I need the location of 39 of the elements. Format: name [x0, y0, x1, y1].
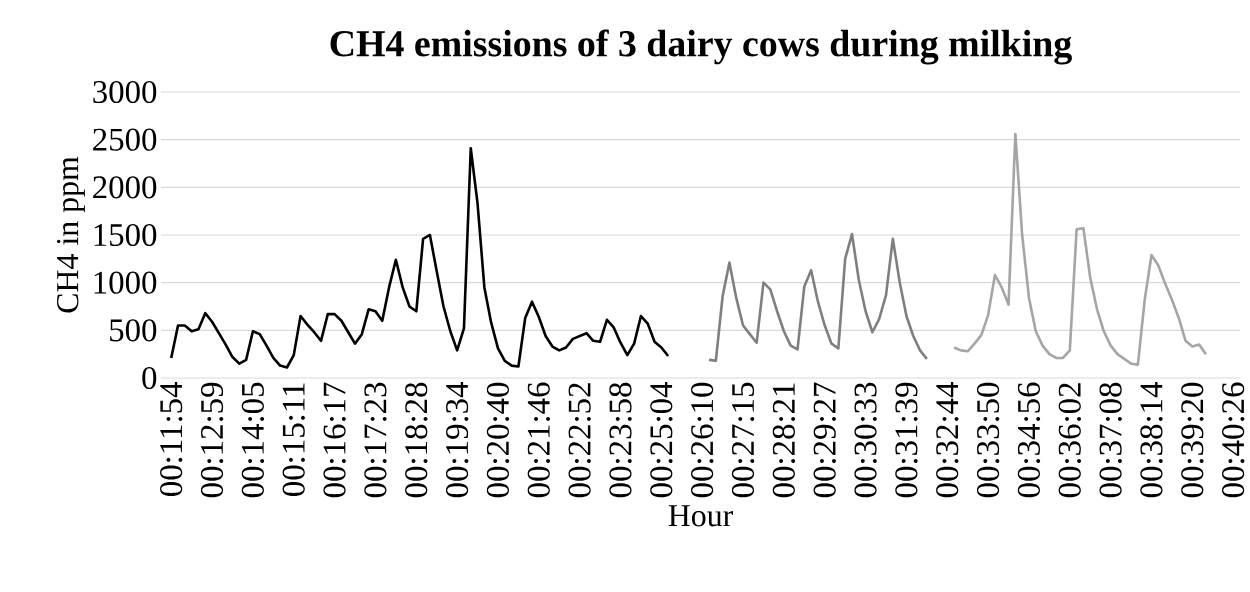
x-tick-label: 00:34:56: [1017, 382, 1041, 498]
x-tick-label: 00:23:58: [609, 382, 632, 498]
x-tick-label: 00:16:17: [323, 382, 346, 498]
x-tick-label: 00:27:15: [731, 382, 755, 498]
y-tick-label: 2000: [93, 176, 157, 199]
x-tick-label: 00:17:23: [364, 382, 387, 498]
x-tick-label: 00:18:28: [405, 382, 428, 498]
x-tick-label: 00:28:21: [772, 383, 796, 498]
x-tick-label: 00:11:54: [160, 382, 183, 496]
x-tick-label: 00:15:11: [282, 383, 305, 496]
y-tick-label: 1500: [94, 223, 157, 247]
x-tick-label: 00:12:59: [200, 382, 224, 498]
y-tick-label: 3000: [93, 80, 157, 104]
line-series: [952, 132, 1208, 366]
chart-title: CH4 emissions of 3 dairy cows during milking: [330, 29, 1072, 65]
y-tick-label: 2500: [93, 128, 157, 151]
x-tick-label: 00:19:34: [445, 382, 469, 498]
y-axis-title: CH4 in ppm: [57, 156, 85, 313]
x-tick-label: 00:20:40: [486, 382, 510, 498]
x-tick-label: 00:32:44: [936, 382, 959, 498]
x-tick-label: 00:38:14: [1140, 382, 1163, 498]
y-tick-label: 0: [142, 366, 157, 390]
line-series: [707, 232, 929, 363]
x-tick-label: 00:33:50: [976, 382, 1000, 498]
x-tick-label: 00:40:26: [1222, 382, 1245, 498]
x-tick-label: 00:26:10: [691, 382, 714, 498]
x-tick-label: 00:22:52: [568, 383, 591, 498]
x-tick-label: 00:21:46: [527, 382, 550, 498]
x-tick-label: 00:36:02: [1058, 383, 1081, 498]
x-tick-label: 00:30:33: [854, 382, 877, 498]
x-tick-label: 00:29:27: [813, 382, 836, 498]
y-tick-label: 1000: [94, 271, 157, 294]
x-tick-label: 00:37:08: [1099, 382, 1122, 498]
x-tick-label: 00:39:20: [1181, 382, 1204, 498]
x-tick-label: 00:14:05: [241, 382, 265, 498]
x-tick-label: 00:25:04: [650, 382, 673, 498]
x-axis-title: Hour: [668, 505, 733, 527]
y-tick-label: 500: [110, 319, 157, 342]
x-tick-label: 00:31:39: [895, 382, 918, 498]
